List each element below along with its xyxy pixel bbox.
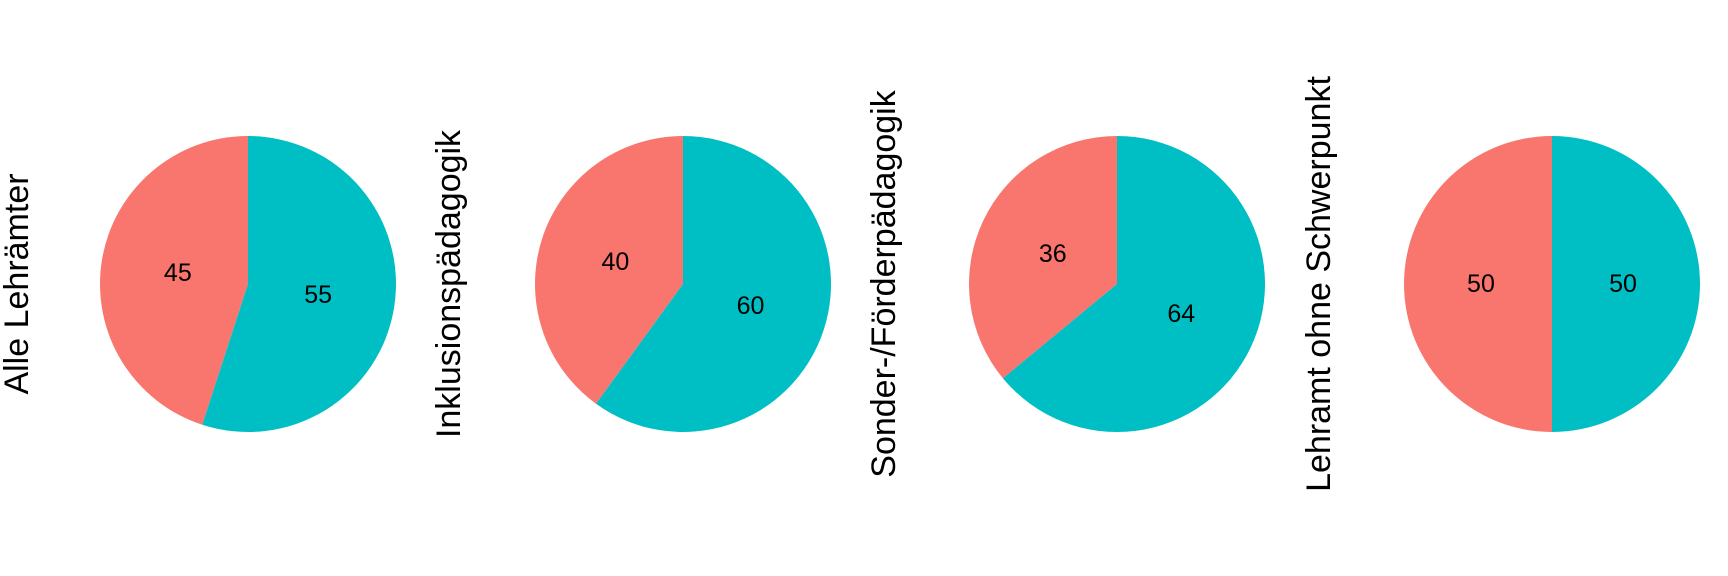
pie-slice-2 bbox=[202, 136, 396, 432]
pie-slice-1 bbox=[535, 136, 683, 404]
pie-slice-label-2: 60 bbox=[737, 292, 765, 320]
pie-slice-label-1: 50 bbox=[1467, 270, 1495, 298]
pie-panel-lehramt-ohne-schwerpunkt: Lehramt ohne Schwerpunkt 50 50 bbox=[1300, 76, 1700, 492]
pie-slice-2 bbox=[1002, 136, 1265, 433]
pie-panel-title: Inklusionspädagogik bbox=[430, 129, 468, 438]
pie-slice-label-1: 36 bbox=[1039, 240, 1067, 268]
pie-slice-1 bbox=[100, 136, 248, 425]
pie-slice-label-1: 45 bbox=[164, 259, 192, 287]
pie-slice-1 bbox=[969, 136, 1117, 379]
pie-panel-sonder-forderpadagogik: Sonder-/Förderpädagogik 36 64 bbox=[865, 89, 1265, 478]
pie-slice-label-2: 64 bbox=[1167, 300, 1195, 328]
pie-slice-label-1: 40 bbox=[602, 248, 630, 276]
pie-panel-alle-lehramter: Alle Lehrämter 45 55 bbox=[0, 136, 396, 432]
pie-slice-label-2: 50 bbox=[1609, 270, 1637, 298]
pie-panel-title: Lehramt ohne Schwerpunkt bbox=[1300, 76, 1338, 492]
pie-panel-title: Alle Lehrämter bbox=[0, 173, 36, 394]
pie-slice-label-2: 55 bbox=[304, 281, 332, 309]
pie-slice-2 bbox=[596, 136, 832, 432]
pie-slice-1 bbox=[1404, 136, 1552, 432]
pie-slice-2 bbox=[1552, 136, 1700, 432]
pie-panel-title: Sonder-/Förderpädagogik bbox=[865, 89, 903, 477]
pie-panel-inklusionspadagogik: Inklusionspädagogik 40 60 bbox=[430, 129, 832, 438]
